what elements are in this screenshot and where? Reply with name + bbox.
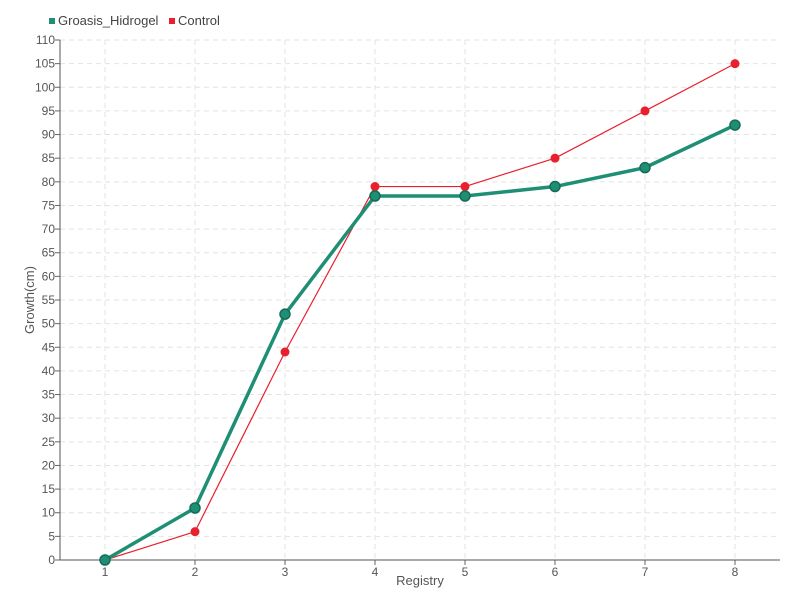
y-tick-label: 10 bbox=[42, 506, 56, 520]
data-point-groasis-hidrogel bbox=[549, 180, 561, 193]
x-tick-label: 4 bbox=[372, 565, 379, 579]
y-tick-label: 55 bbox=[42, 293, 56, 307]
grid bbox=[60, 39, 780, 560]
legend-swatch-groasis-hidrogel bbox=[49, 18, 55, 24]
data-point-control bbox=[640, 106, 650, 116]
data-point-groasis-hidrogel bbox=[639, 161, 651, 174]
y-tick-label: 85 bbox=[42, 151, 56, 165]
y-tick-label: 50 bbox=[42, 317, 56, 331]
y-axis-title: Growth(cm) bbox=[22, 266, 37, 334]
y-tick-label: 40 bbox=[42, 364, 56, 378]
legend-swatch-control bbox=[169, 18, 175, 24]
data-point-groasis-hidrogel bbox=[369, 190, 381, 202]
y-tick-label: 5 bbox=[48, 529, 55, 543]
data-point-control bbox=[280, 347, 290, 357]
x-tick-label: 3 bbox=[282, 565, 289, 579]
y-tick-label: 30 bbox=[42, 411, 56, 425]
legend-label-control: Control bbox=[178, 13, 220, 28]
y-tick-label: 0 bbox=[48, 553, 55, 567]
y-tick-label: 90 bbox=[42, 128, 56, 142]
legend: Groasis_Hidrogel Control bbox=[49, 13, 220, 28]
y-tick-label: 20 bbox=[42, 458, 56, 472]
data-point-groasis-hidrogel bbox=[729, 119, 741, 131]
y-tick-label: 80 bbox=[42, 175, 56, 189]
y-tick-label: 105 bbox=[35, 57, 55, 71]
y-tick-label: 65 bbox=[42, 246, 56, 260]
y-tick-label: 70 bbox=[42, 222, 56, 236]
series-line-control bbox=[104, 63, 736, 561]
x-tick-label: 5 bbox=[462, 565, 469, 579]
y-tick-label: 25 bbox=[42, 435, 56, 449]
y-tick-label: 75 bbox=[42, 198, 56, 212]
x-tick-label: 1 bbox=[102, 565, 109, 579]
data-point-control bbox=[370, 182, 380, 192]
data-point-groasis-hidrogel bbox=[189, 502, 201, 514]
data-point-groasis-hidrogel bbox=[459, 190, 471, 202]
data-point-groasis-hidrogel bbox=[99, 554, 111, 566]
y-tick-label: 100 bbox=[35, 80, 55, 94]
y-tick-label: 60 bbox=[42, 269, 56, 283]
data-point-control bbox=[460, 182, 470, 192]
axes: 0510152025303540455055606570758085909510… bbox=[35, 33, 780, 579]
y-tick-label: 110 bbox=[36, 33, 55, 47]
x-tick-label: 6 bbox=[552, 565, 559, 579]
x-tick-label: 2 bbox=[192, 565, 199, 579]
legend-label-groasis-hidrogel: Groasis_Hidrogel bbox=[58, 13, 159, 28]
data-point-control bbox=[730, 59, 740, 69]
x-tick-label: 8 bbox=[732, 565, 739, 579]
x-tick-label: 7 bbox=[642, 565, 649, 579]
series-line-groasis-hidrogel bbox=[104, 123, 736, 562]
y-tick-label: 15 bbox=[42, 482, 56, 496]
series-layer bbox=[99, 59, 741, 566]
data-point-control bbox=[190, 527, 200, 537]
data-point-control bbox=[550, 153, 560, 163]
x-axis-title: Registry bbox=[396, 573, 444, 588]
y-tick-label: 35 bbox=[42, 388, 56, 402]
y-tick-label: 45 bbox=[42, 340, 56, 354]
y-tick-label: 95 bbox=[42, 104, 56, 118]
data-point-groasis-hidrogel bbox=[279, 308, 291, 320]
